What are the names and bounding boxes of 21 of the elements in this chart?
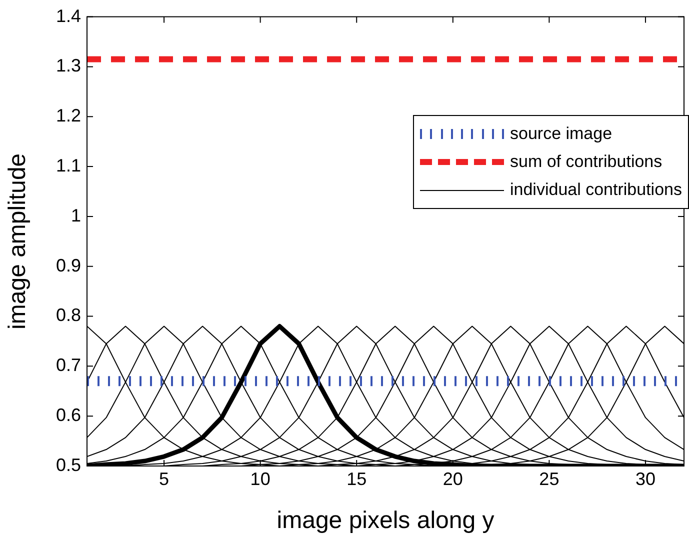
- legend-label: individual contributions: [510, 180, 682, 200]
- y-tick-label: 1.4: [56, 6, 81, 26]
- y-tick-label: 0.8: [56, 305, 81, 326]
- x-tick-label: 15: [346, 468, 367, 489]
- y-tick-label: 1.3: [56, 56, 81, 76]
- y-axis-title: image amplitude: [4, 153, 32, 330]
- y-tick-label: 0.9: [56, 255, 81, 276]
- y-tick-label: 1: [70, 205, 81, 226]
- y-tick-label: 1.1: [56, 156, 81, 176]
- x-tick-label: 30: [635, 468, 656, 489]
- y-tick-label: 0.5: [56, 454, 81, 475]
- y-tick-label: 0.7: [56, 355, 81, 376]
- x-tick-label: 5: [159, 468, 170, 489]
- y-tick-label: 1.2: [56, 106, 81, 126]
- x-tick-label: 20: [442, 468, 463, 489]
- legend-label: source image: [510, 124, 612, 144]
- x-tick-label: 25: [539, 468, 560, 489]
- x-axis-title: image pixels along y: [276, 507, 494, 534]
- x-tick-label: 10: [250, 468, 270, 489]
- legend-label: sum of contributions: [510, 152, 662, 172]
- y-tick-label: 0.6: [56, 405, 81, 426]
